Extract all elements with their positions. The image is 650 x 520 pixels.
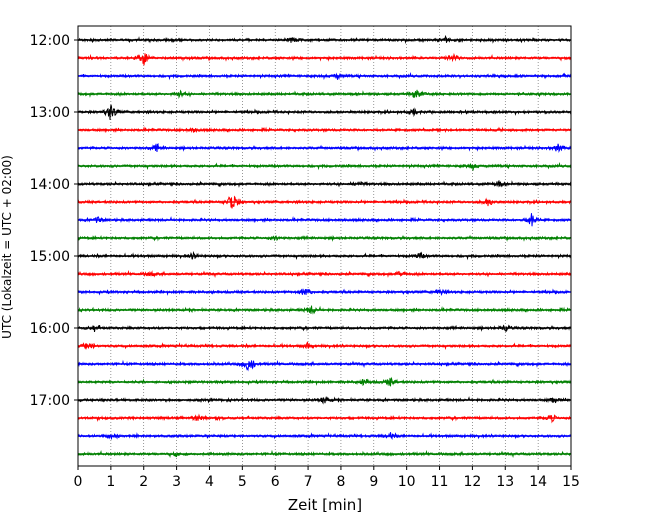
x-tick-label: 3: [172, 474, 181, 490]
y-tick-label: 17:00: [30, 393, 70, 409]
x-axis-label: Zeit [min]: [288, 496, 362, 514]
y-tick-label: 15:00: [30, 249, 70, 265]
x-tick-label: 2: [139, 474, 148, 490]
x-axis: 0 1 2 3 4 5 6 7 8 9 10 11 12 13 14 15: [74, 466, 580, 490]
y-axis-label: UTC (Lokalzeit = UTC + 02:00): [0, 155, 14, 339]
trace-line: [77, 52, 572, 66]
x-tick-label: 12: [463, 474, 481, 490]
x-tick-label: 11: [431, 474, 449, 490]
plot-frame: [77, 25, 572, 467]
x-tick-label: 6: [271, 474, 280, 490]
x-tick-label: 10: [398, 474, 416, 490]
x-tick-label: 1: [106, 474, 115, 490]
x-tick-label: 13: [496, 474, 514, 490]
y-axis: 12:00 13:00 14:00 15:00 16:00 17:00: [30, 33, 78, 409]
x-tick-label: 14: [529, 474, 547, 490]
x-tick-label: 9: [369, 474, 378, 490]
y-tick-label: 14:00: [30, 177, 70, 193]
x-tick-label: 15: [562, 474, 580, 490]
x-tick-label: 8: [336, 474, 345, 490]
x-tick-label: 5: [238, 474, 247, 490]
traces: [77, 34, 572, 459]
trace-line: [77, 162, 572, 171]
trace-line: [77, 359, 572, 372]
x-tick-label: 0: [74, 474, 83, 490]
x-tick-label: 4: [205, 474, 214, 490]
x-tick-label: 7: [304, 474, 313, 490]
y-tick-label: 12:00: [30, 33, 70, 49]
y-tick-label: 16:00: [30, 321, 70, 337]
y-tick-label: 13:00: [30, 105, 70, 121]
